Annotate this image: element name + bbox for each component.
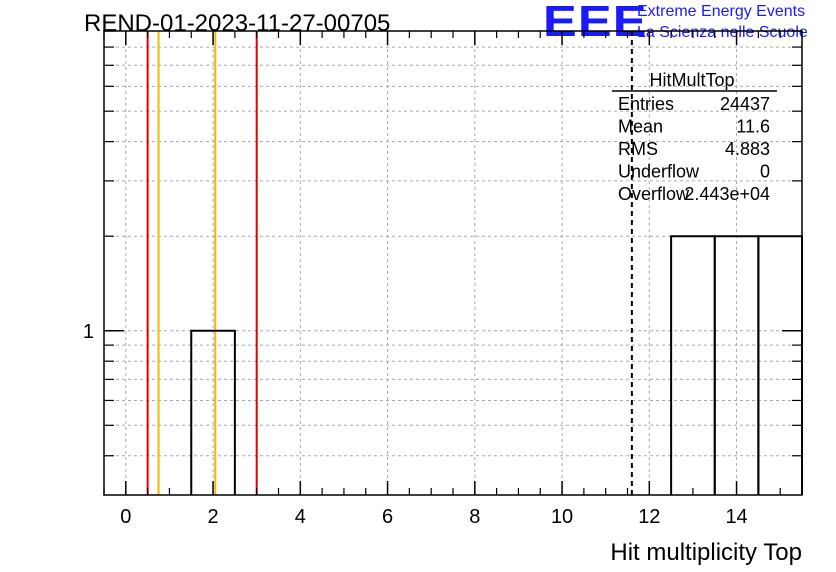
x-tick-label: 4 xyxy=(295,506,306,528)
stats-box: HitMultTop Entries 24437 Mean 11.6 RMS 4.883 U… xyxy=(612,70,777,204)
y-axis-ticks: 1 xyxy=(83,30,802,457)
x-tick-label: 14 xyxy=(725,506,747,528)
stats-row-label: RMS xyxy=(618,139,658,159)
stats-row-value: 11.6 xyxy=(736,117,770,137)
marker-lines xyxy=(146,31,633,495)
stats-box-title: HitMultTop xyxy=(649,70,734,90)
histogram-bar xyxy=(190,329,236,495)
x-tick-label: 0 xyxy=(120,506,131,528)
histogram-bars xyxy=(190,235,803,495)
stats-row-value: 0 xyxy=(760,162,770,182)
eee-logo: EEE xyxy=(543,0,648,46)
run-title: REND-01-2023-11-27-00705 xyxy=(84,10,391,37)
logo-subtitle-line1: Extreme Energy Events xyxy=(637,3,806,20)
stats-row-label: Entries xyxy=(618,94,674,114)
stats-row-label: Underflow xyxy=(618,162,700,182)
stats-row-value: 4.883 xyxy=(725,139,770,159)
stats-row-value: 2.443e+04 xyxy=(684,184,770,204)
x-tick-label: 2 xyxy=(208,506,219,528)
stats-row-label: Mean xyxy=(618,117,663,137)
x-tick-label: 12 xyxy=(638,506,660,528)
x-tick-label: 6 xyxy=(382,506,393,528)
stats-row-value: 24437 xyxy=(720,94,770,114)
grid-lines xyxy=(104,30,802,495)
y-tick-label: 1 xyxy=(83,321,94,343)
x-tick-label: 10 xyxy=(551,506,573,528)
x-tick-label: 8 xyxy=(469,506,480,528)
x-axis-ticks: 0 2 4 6 8 10 12 14 xyxy=(103,31,803,528)
x-axis-label: Hit multiplicity Top xyxy=(610,539,802,566)
logo-subtitle-line2: La Scienza nelle Scuole xyxy=(637,24,808,41)
stats-row-label: Overflow xyxy=(618,184,690,204)
